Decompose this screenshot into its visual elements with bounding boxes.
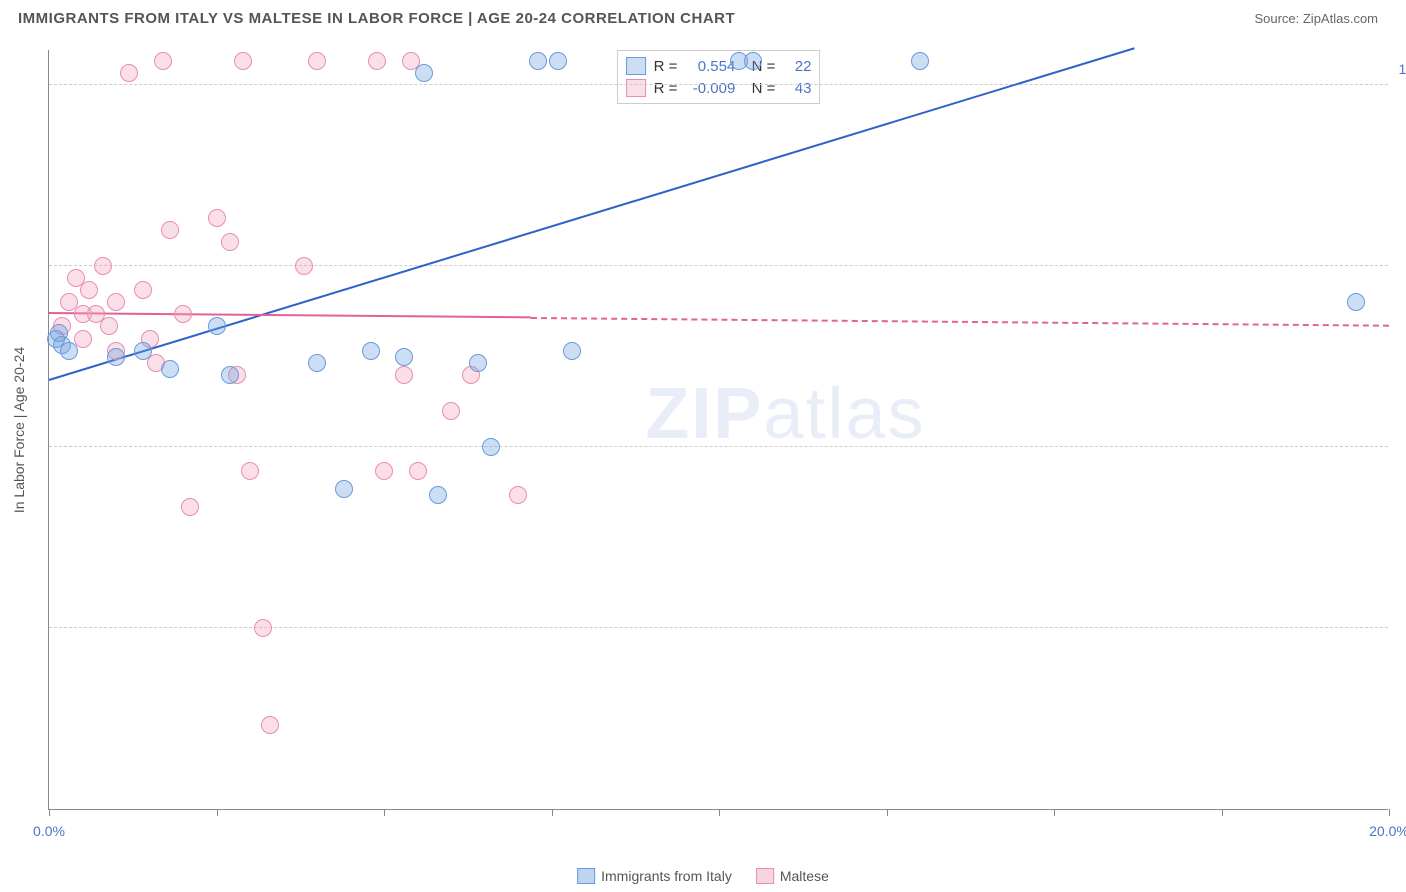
gridline [49,446,1388,447]
data-point [415,64,433,82]
data-point [80,281,98,299]
data-point [409,462,427,480]
chart-title: IMMIGRANTS FROM ITALY VS MALTESE IN LABO… [18,10,735,27]
data-point [134,342,152,360]
data-point [529,52,547,70]
data-point [221,366,239,384]
source-label: Source: ZipAtlas.com [1254,11,1378,26]
data-point [442,402,460,420]
data-point [208,209,226,227]
data-point [469,354,487,372]
legend-label: Immigrants from Italy [601,868,732,884]
data-point [107,348,125,366]
data-point [362,342,380,360]
data-point [100,317,118,335]
legend-swatch [577,868,595,884]
x-tick-label: 20.0% [1369,823,1406,839]
data-point [368,52,386,70]
data-point [744,52,762,70]
data-point [375,462,393,480]
x-tick [1389,809,1390,816]
x-tick [217,809,218,816]
legend-item: Immigrants from Italy [577,868,732,884]
data-point [563,342,581,360]
header: IMMIGRANTS FROM ITALY VS MALTESE IN LABO… [0,0,1406,33]
data-point [308,354,326,372]
legend-label: Maltese [780,868,829,884]
gridline [49,627,1388,628]
data-point [94,257,112,275]
x-tick [384,809,385,816]
trend-line [49,312,531,318]
data-point [107,293,125,311]
gridline [49,84,1388,85]
stats-swatch [626,79,646,97]
data-point [208,317,226,335]
x-tick [552,809,553,816]
x-tick [1054,809,1055,816]
watermark: ZIPatlas [645,373,925,455]
data-point [161,360,179,378]
stats-r-value: 0.554 [685,58,735,75]
data-point [335,480,353,498]
trend-line [531,317,1389,327]
bottom-legend: Immigrants from Italy Maltese [577,868,829,884]
stats-row: R = -0.009 N = 43 [626,77,812,99]
data-point [134,281,152,299]
data-point [154,52,172,70]
stats-row: R =0.554 N =22 [626,55,812,77]
stats-r-label: R = [654,58,678,75]
data-point [549,52,567,70]
legend-item: Maltese [756,868,829,884]
data-point [221,233,239,251]
y-tick-label: 100.0% [1399,61,1406,77]
stats-legend-box: R = 0.554 N = 22 R = -0.009 N = 43 [617,50,821,104]
data-point [1347,293,1365,311]
data-point [295,257,313,275]
x-tick [719,809,720,816]
data-point [482,438,500,456]
data-point [181,498,199,516]
gridline [49,265,1388,266]
data-point [254,619,272,637]
x-tick [49,809,50,816]
data-point [395,366,413,384]
x-tick [887,809,888,816]
data-point [120,64,138,82]
data-point [234,52,252,70]
data-point [174,305,192,323]
data-point [509,486,527,504]
data-point [395,348,413,366]
data-point [50,324,68,342]
stats-r-value: -0.009 [685,80,735,97]
data-point [911,52,929,70]
chart-plot-area: In Labor Force | Age 20-24 ZIPatlas R =0… [48,50,1388,810]
x-tick [1222,809,1223,816]
stats-r-label: R = [654,80,678,97]
data-point [241,462,259,480]
data-point [161,221,179,239]
data-point [429,486,447,504]
stats-n-value: 43 [783,80,811,97]
stats-n-value: 22 [783,58,811,75]
data-point [60,342,78,360]
stats-n-label: N = [743,80,775,97]
stats-swatch [626,57,646,75]
x-tick-label: 0.0% [33,823,65,839]
y-axis-label: In Labor Force | Age 20-24 [11,346,27,512]
data-point [308,52,326,70]
data-point [261,716,279,734]
legend-swatch [756,868,774,884]
